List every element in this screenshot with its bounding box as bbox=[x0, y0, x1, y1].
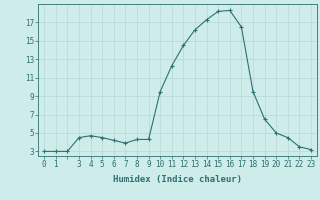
X-axis label: Humidex (Indice chaleur): Humidex (Indice chaleur) bbox=[113, 175, 242, 184]
